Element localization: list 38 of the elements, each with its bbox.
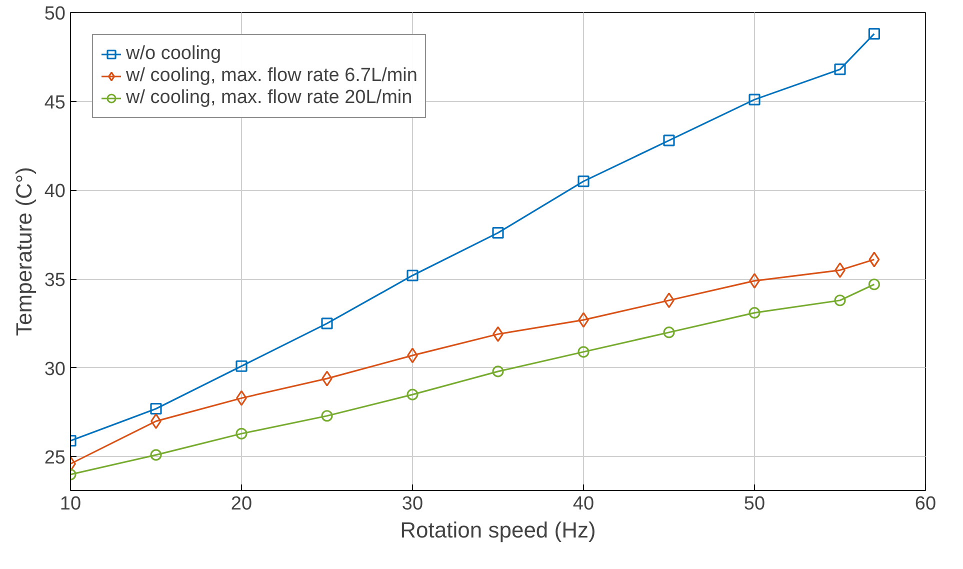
x-tick-label: 40 (572, 494, 594, 514)
point (236, 428, 248, 440)
point (834, 64, 846, 76)
point (321, 410, 333, 422)
point (406, 270, 418, 282)
point (150, 449, 162, 461)
point (868, 278, 880, 290)
point (834, 294, 846, 306)
point (321, 318, 333, 330)
y-tick-label: 45 (44, 92, 66, 114)
point (748, 94, 760, 106)
point (663, 134, 675, 146)
point (663, 326, 675, 338)
legend-label: w/o cooling (126, 43, 222, 65)
x-tick-label: 20 (230, 494, 252, 514)
legend-label: w/ cooling, max. flow rate 20L/min (126, 87, 412, 109)
point (578, 346, 590, 358)
point (578, 176, 590, 188)
y-tick-label: 25 (44, 448, 66, 469)
x-axis-title: Rotation speed (Hz) (400, 518, 596, 542)
point (748, 307, 760, 319)
point (492, 366, 504, 378)
legend-label: w/ cooling, max. flow rate 6.7L/min (126, 65, 418, 87)
x-tick-label: 50 (744, 494, 766, 514)
point (236, 360, 248, 372)
y-tick-label: 50 (44, 4, 66, 24)
x-tick-label: 60 (914, 494, 936, 514)
y-axis-title: Temperature (C°) (11, 167, 36, 336)
point (406, 388, 418, 400)
point (150, 402, 162, 415)
point (868, 28, 880, 40)
y-tick-label: 40 (44, 181, 66, 202)
point (492, 227, 504, 239)
x-tick-label: 30 (402, 494, 424, 514)
point (868, 252, 880, 268)
y-tick-label: 35 (44, 270, 66, 292)
x-tick-label: 10 (60, 494, 82, 514)
y-tick-label: 30 (44, 358, 66, 380)
